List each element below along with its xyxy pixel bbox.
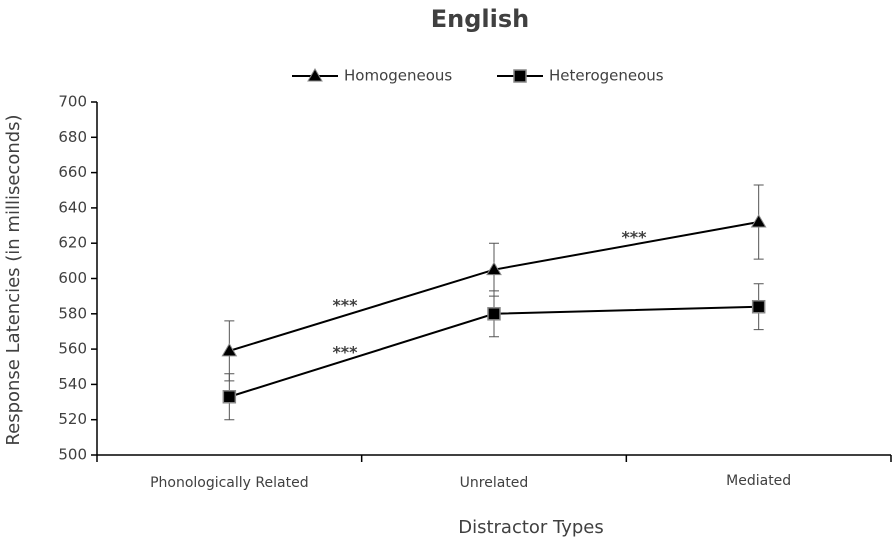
chart-title: English bbox=[431, 5, 529, 33]
y-tick-label: 520 bbox=[58, 410, 87, 428]
y-tick-label: 700 bbox=[58, 93, 87, 111]
y-tick-label: 640 bbox=[58, 198, 87, 216]
y-tick-label: 500 bbox=[58, 446, 87, 464]
y-axis-title: Response Latencies (in milliseconds) bbox=[3, 114, 24, 445]
x-tick-label: Unrelated bbox=[460, 475, 529, 491]
y-tick-label: 680 bbox=[58, 128, 87, 146]
marker bbox=[486, 261, 502, 276]
y-tick-label: 540 bbox=[58, 375, 87, 393]
annotation: *** bbox=[332, 343, 358, 362]
x-tick-label: Phonologically Related bbox=[150, 475, 309, 491]
y-tick-label: 620 bbox=[58, 234, 87, 252]
x-axis-title: Distractor Types bbox=[458, 517, 604, 538]
marker bbox=[751, 299, 766, 314]
marker bbox=[221, 342, 238, 357]
marker bbox=[750, 214, 767, 228]
marker bbox=[222, 390, 237, 404]
y-tick-label: 660 bbox=[58, 163, 87, 181]
legend-label: Heterogeneous bbox=[549, 67, 664, 85]
x-tick-label: Mediated bbox=[726, 473, 791, 489]
annotation: *** bbox=[332, 296, 358, 315]
legend-label: Homogeneous bbox=[344, 67, 452, 85]
annotation: *** bbox=[621, 228, 647, 247]
y-tick-label: 600 bbox=[58, 269, 87, 287]
y-tick-label: 580 bbox=[58, 304, 87, 322]
marker bbox=[513, 69, 527, 83]
marker bbox=[307, 68, 323, 82]
y-tick-label: 560 bbox=[58, 340, 87, 358]
marker bbox=[487, 307, 501, 321]
